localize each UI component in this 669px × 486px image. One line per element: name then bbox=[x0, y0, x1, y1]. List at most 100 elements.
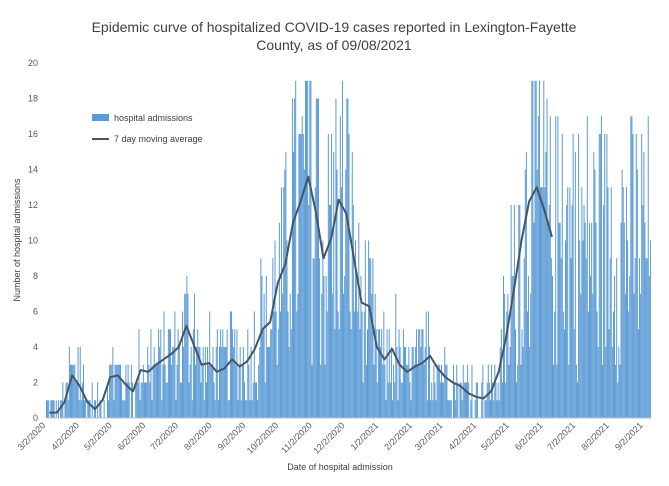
bar bbox=[452, 364, 454, 418]
y-axis: 0 2 4 6 8 10 12 14 16 18 20 bbox=[28, 58, 38, 423]
bar bbox=[498, 400, 500, 418]
bar bbox=[513, 205, 515, 418]
bar bbox=[407, 364, 409, 418]
bar bbox=[89, 400, 91, 418]
bar bbox=[618, 347, 620, 418]
bar bbox=[178, 347, 180, 418]
bar bbox=[403, 347, 405, 418]
legend-swatch-bars bbox=[92, 114, 109, 121]
bar bbox=[270, 329, 272, 418]
bar bbox=[459, 382, 461, 418]
x-tick-label: 6/2/2020 bbox=[116, 420, 148, 452]
bar bbox=[176, 364, 178, 418]
bar bbox=[578, 134, 580, 418]
x-axis-label: Date of hospital admission bbox=[287, 462, 393, 472]
bar bbox=[369, 258, 371, 418]
bar bbox=[649, 240, 651, 418]
bar bbox=[155, 364, 157, 418]
bar bbox=[610, 187, 612, 418]
bar bbox=[226, 329, 228, 418]
bar bbox=[67, 400, 69, 418]
bar bbox=[612, 311, 614, 418]
bar bbox=[628, 311, 630, 418]
bar bbox=[350, 329, 352, 418]
bar bbox=[241, 364, 243, 418]
bar bbox=[75, 382, 77, 418]
bar bbox=[219, 347, 221, 418]
bar bbox=[113, 400, 115, 418]
bar bbox=[402, 329, 404, 418]
bar bbox=[193, 293, 195, 418]
bar bbox=[588, 222, 590, 418]
bar bbox=[225, 347, 227, 418]
bar bbox=[609, 258, 611, 418]
bar bbox=[388, 329, 390, 418]
bar bbox=[179, 382, 181, 418]
y-axis-label: Number of hospital admissions bbox=[12, 178, 22, 302]
bar bbox=[259, 347, 261, 418]
bar bbox=[455, 400, 457, 418]
bar bbox=[340, 187, 342, 418]
bar bbox=[563, 329, 565, 418]
bar bbox=[606, 134, 608, 418]
bar bbox=[50, 400, 52, 418]
bar bbox=[526, 311, 528, 418]
bar bbox=[303, 169, 305, 418]
bar bbox=[361, 311, 363, 418]
bar bbox=[572, 134, 574, 418]
bar bbox=[66, 382, 68, 418]
bar bbox=[65, 382, 67, 418]
bar bbox=[583, 205, 585, 418]
bar bbox=[630, 116, 632, 418]
bar bbox=[307, 80, 309, 418]
bar bbox=[242, 347, 244, 418]
bar bbox=[312, 258, 314, 418]
bar bbox=[543, 80, 545, 418]
bar bbox=[224, 347, 226, 418]
bar bbox=[233, 347, 235, 418]
bar bbox=[486, 382, 488, 418]
bar bbox=[579, 240, 581, 418]
bar bbox=[633, 293, 635, 418]
bar bbox=[635, 134, 637, 418]
x-tick-label: 4/2/2020 bbox=[49, 420, 81, 452]
bar bbox=[383, 311, 385, 418]
x-tick-label: 9/2/2020 bbox=[216, 420, 248, 452]
bar bbox=[598, 134, 600, 418]
bar bbox=[619, 364, 621, 418]
bar bbox=[279, 311, 281, 418]
bar bbox=[476, 382, 478, 418]
x-tick-label: 9/2/2021 bbox=[613, 420, 645, 452]
bar bbox=[184, 293, 186, 418]
bar bbox=[297, 293, 299, 418]
bar bbox=[337, 311, 339, 418]
x-tick-label: 11/2/2020 bbox=[279, 420, 314, 455]
bar bbox=[410, 400, 412, 418]
bar bbox=[347, 98, 349, 418]
bar bbox=[131, 382, 133, 418]
bar bbox=[547, 222, 549, 418]
bar bbox=[637, 329, 639, 418]
bar bbox=[236, 329, 238, 418]
bar bbox=[494, 364, 496, 418]
bar bbox=[413, 364, 415, 418]
x-tick-label: 5/2/2020 bbox=[82, 420, 114, 452]
bar bbox=[346, 98, 348, 418]
bar bbox=[258, 364, 260, 418]
x-tick-label: 8/2/2021 bbox=[579, 420, 611, 452]
legend-label-line: 7 day moving average bbox=[114, 134, 203, 144]
bar bbox=[183, 347, 185, 418]
bar bbox=[386, 329, 388, 418]
bar bbox=[117, 364, 119, 418]
bar bbox=[227, 400, 229, 418]
bar bbox=[364, 240, 366, 418]
bar bbox=[238, 364, 240, 418]
bar bbox=[351, 151, 353, 418]
bar bbox=[421, 329, 423, 418]
bar bbox=[414, 347, 416, 418]
bar bbox=[535, 80, 537, 418]
y-tick-label: 18 bbox=[28, 94, 38, 104]
bar bbox=[251, 400, 253, 418]
bar bbox=[456, 364, 458, 418]
bar bbox=[509, 347, 511, 418]
